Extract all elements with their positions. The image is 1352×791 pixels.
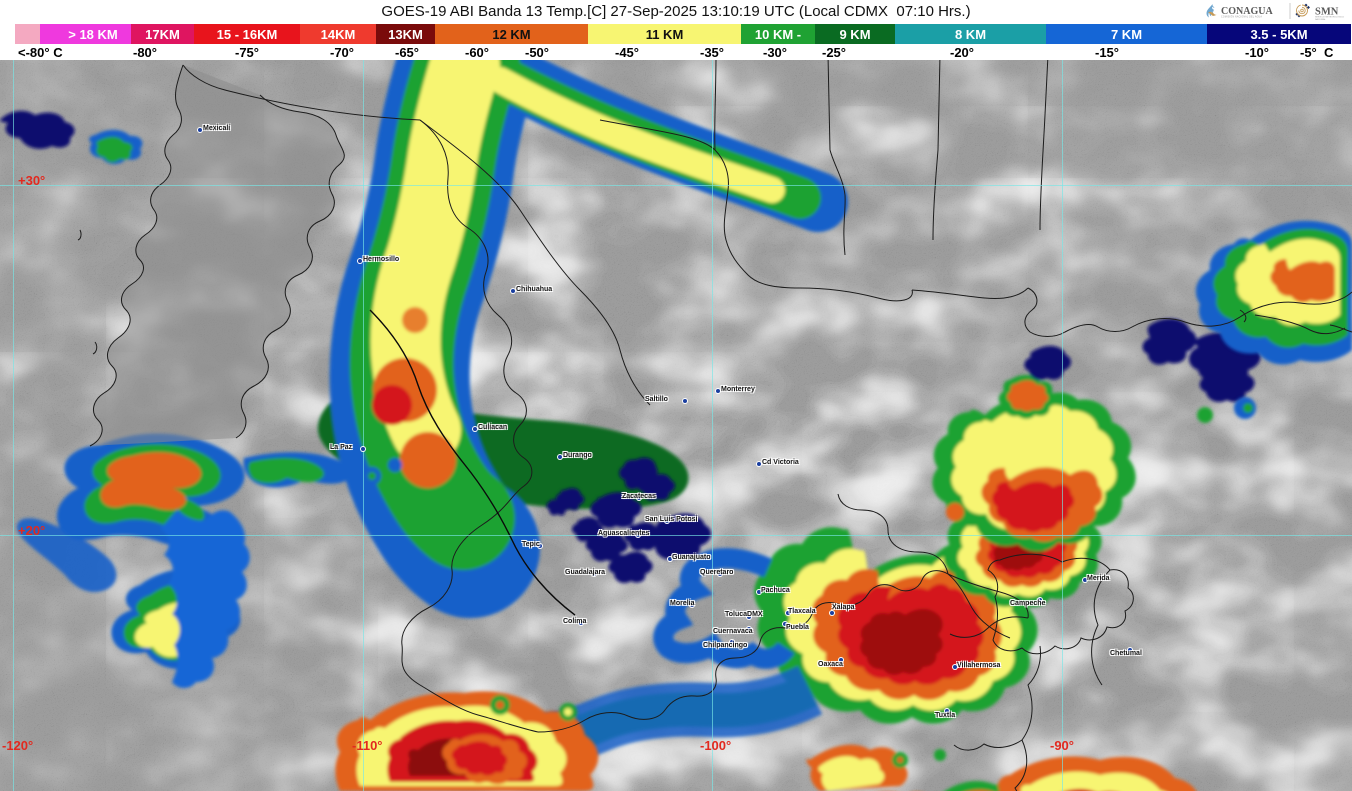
svg-text:NACIONAL: NACIONAL xyxy=(1315,18,1326,21)
svg-text:CONAGUA: CONAGUA xyxy=(1221,6,1273,17)
svg-text:COMISIÓN NACIONAL DEL AGUA: COMISIÓN NACIONAL DEL AGUA xyxy=(1221,16,1262,19)
